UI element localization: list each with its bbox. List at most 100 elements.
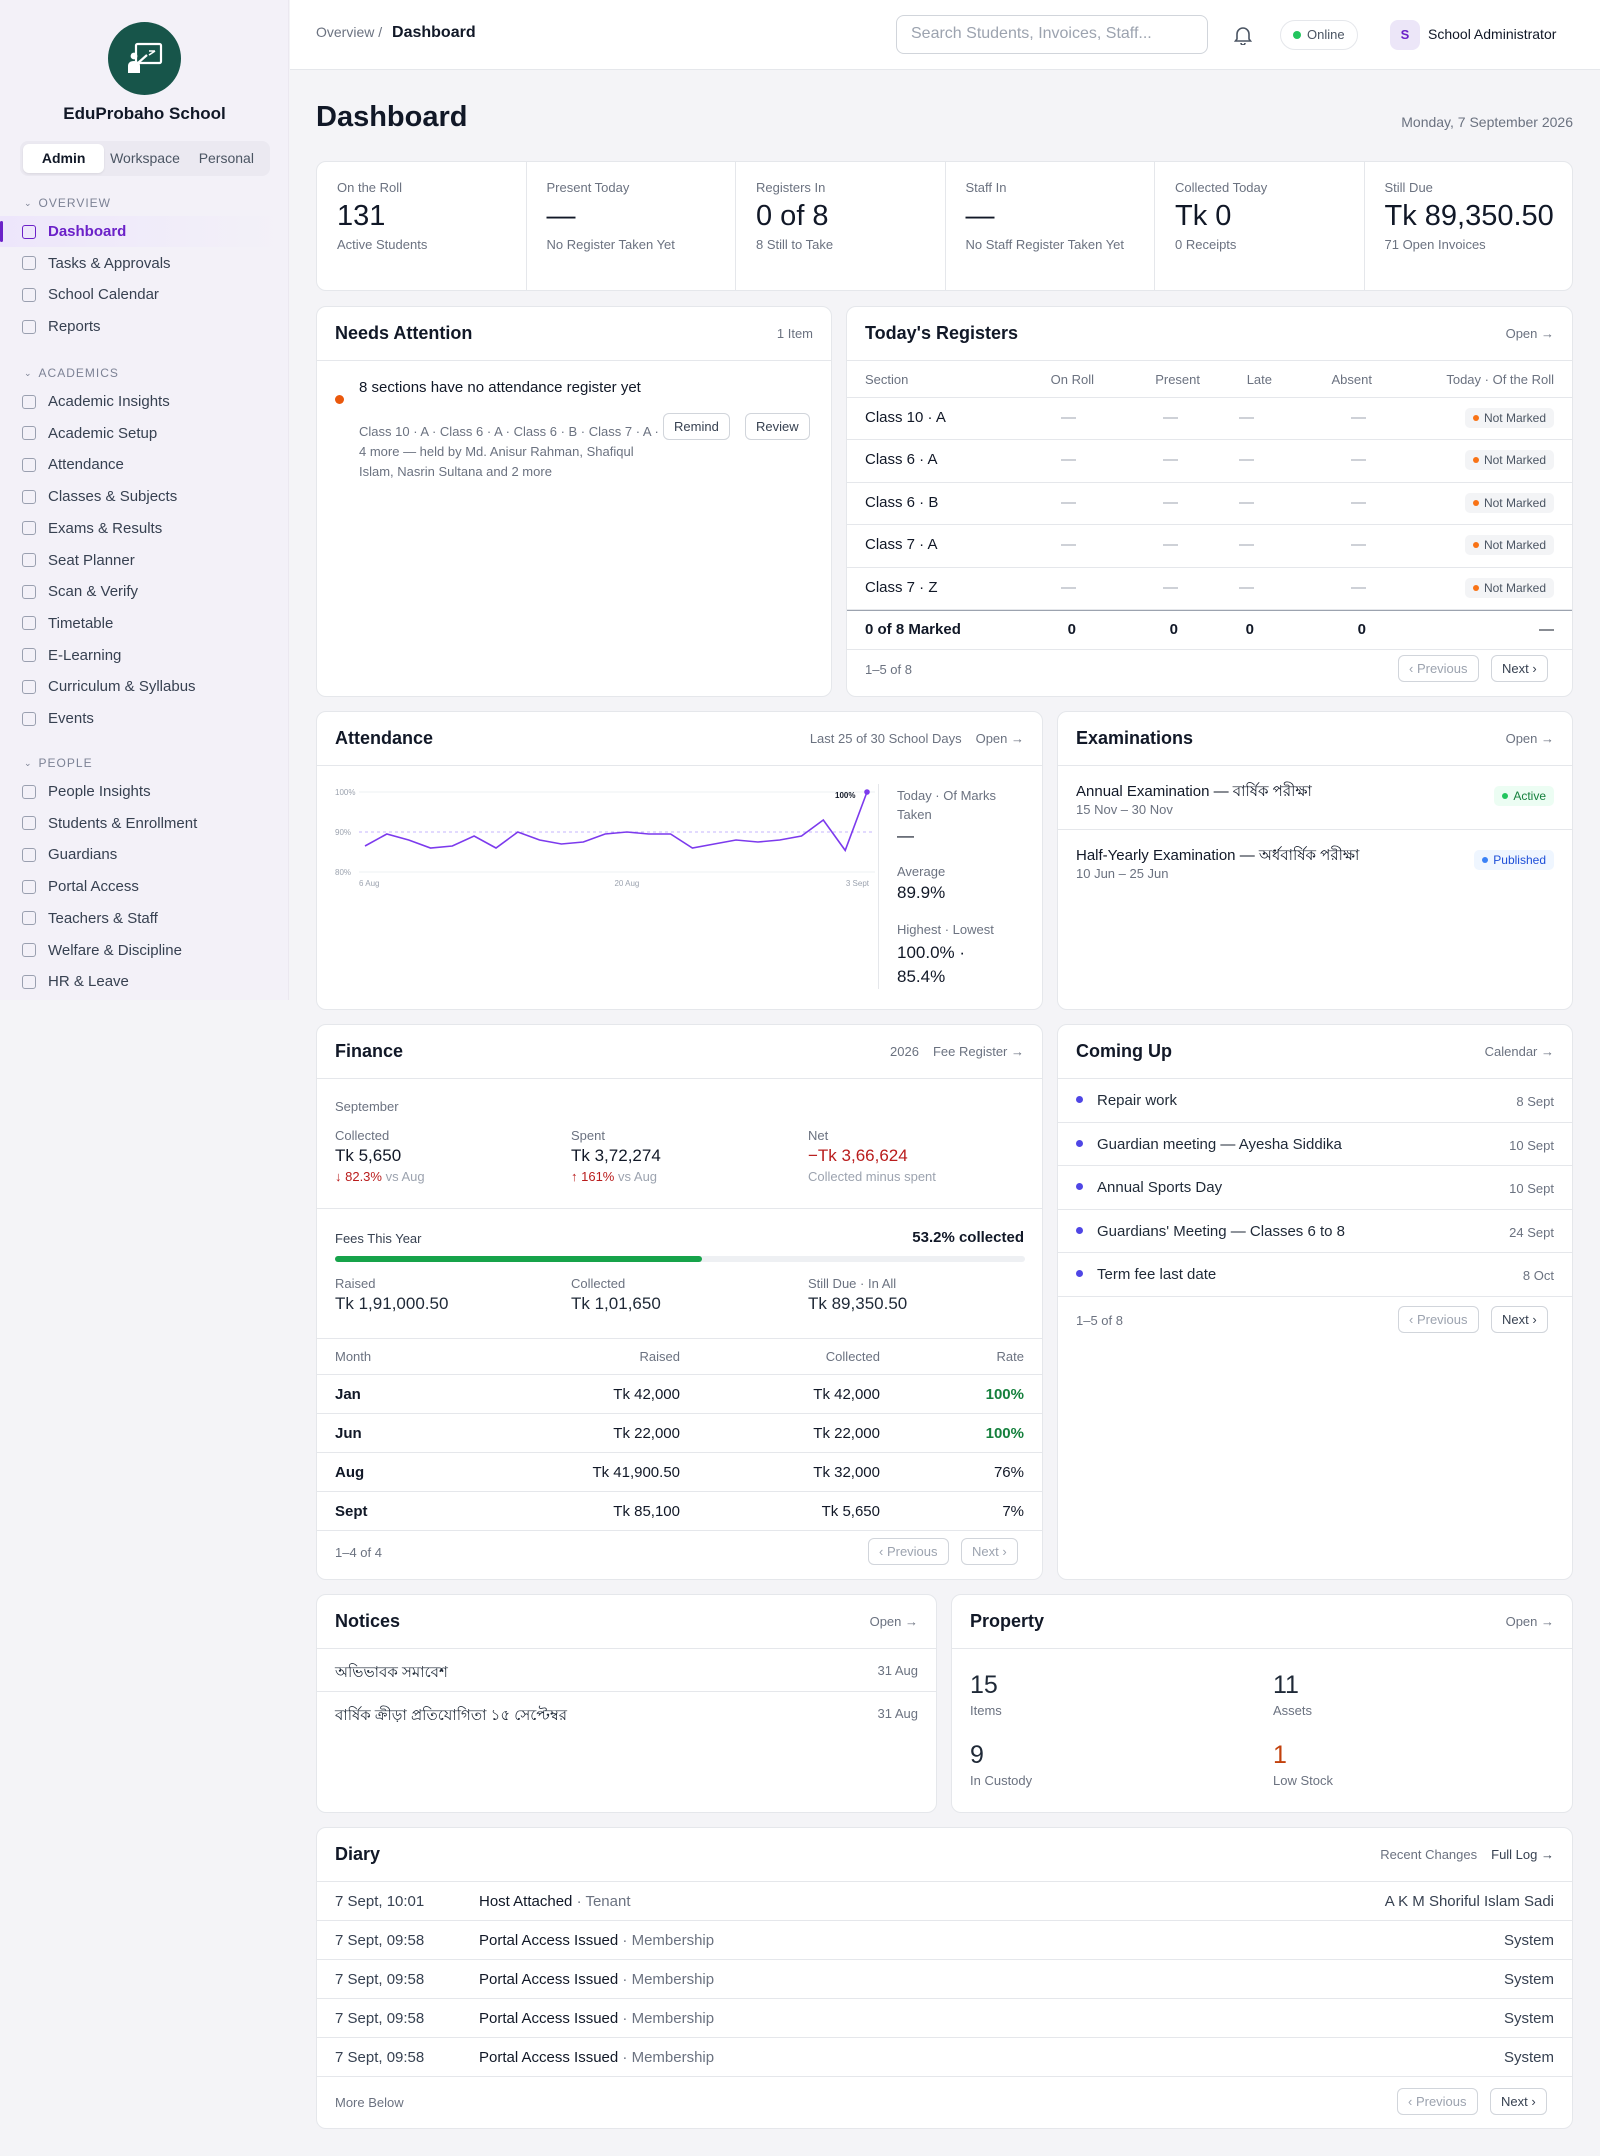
list-item[interactable]: Repair work 8 Sept [1058,1079,1572,1123]
sidebar-item-people-insights[interactable]: People Insights [0,776,280,807]
sidebar-item-academic-insights[interactable]: Academic Insights [0,386,280,417]
column-header: Today · Of the Roll [1446,372,1554,387]
registers-prev-button[interactable]: ‹ Previous [1398,655,1479,682]
mode-workspace[interactable]: Workspace [110,150,180,166]
notices-title: Notices [335,1611,401,1631]
chevron-down-icon[interactable]: ⌄ [24,197,33,208]
user-name[interactable]: School Administrator [1428,26,1557,42]
table-row[interactable]: Aug Tk 41,900.50 Tk 32,000 76% [317,1453,1042,1492]
sidebar-item-label: Timetable [48,614,114,632]
sidebar-item-label: Welfare & Discipline [48,941,182,959]
custody-label: In Custody [970,1773,1033,1788]
mode-personal[interactable]: Personal [198,150,254,166]
list-item[interactable]: Annual Sports Day 10 Sept [1058,1166,1572,1210]
exam-row[interactable]: Annual Examination — বার্ষিক পরীক্ষা 15 … [1058,766,1572,830]
collected-value: Tk 5,650 [335,1146,402,1165]
sidebar-item-seat-planner[interactable]: Seat Planner [0,545,280,576]
academic-setup-icon [22,426,36,441]
attendance-open-link[interactable]: Open → [975,731,1024,746]
registers-next-button[interactable]: Next › [1491,655,1548,682]
notice-row[interactable]: অভিভাবক সমাবেশ 31 Aug [317,1649,936,1692]
coming-up-next-button[interactable]: Next › [1491,1306,1548,1333]
diary-actor: A K M Shoriful Islam Sadi [1384,1893,1554,1910]
nav-section-academics: ⌄ ACADEMICS [24,366,119,380]
examinations-open-link[interactable]: Open → [1505,731,1554,746]
sidebar-item-students-enrollment[interactable]: Students & Enrollment [0,808,280,839]
chevron-down-icon[interactable]: ⌄ [24,367,33,378]
sidebar-item-e-learning[interactable]: E-Learning [0,640,280,671]
finance-card: Finance 2026 Fee Register → September Coll… [316,1024,1043,1580]
diary-row[interactable]: 7 Sept, 09:58 Portal Access Issued · Memb… [317,2038,1572,2077]
calendar-link[interactable]: Calendar → [1484,1044,1554,1059]
table-row[interactable]: Jan Tk 42,000 Tk 42,000 100% [317,1375,1042,1414]
sidebar-item-scan-verify[interactable]: Scan & Verify [0,576,280,607]
registers-total-row: 0 of 8 Marked 0 0 0 0 — [847,610,1572,650]
chevron-down-icon[interactable]: ⌄ [24,757,33,768]
sidebar-item-attendance[interactable]: Attendance [0,449,280,480]
fees-collected-value: Tk 1,01,650 [571,1294,661,1313]
sidebar-item-events[interactable]: Events [0,703,280,734]
fees-progress-track [335,1256,1025,1262]
cell-absent: — [1351,493,1366,511]
exam-row[interactable]: Half-Yearly Examination — অর্ধবার্ষিক পর… [1058,830,1572,894]
fee-register-link[interactable]: Fee Register → [932,1044,1024,1059]
kpi-label: Present Today [546,180,630,195]
diary-row[interactable]: 7 Sept, 09:58 Portal Access Issued · Memb… [317,1999,1572,2038]
sidebar-item-reports[interactable]: Reports [0,311,280,342]
raised-value: Tk 1,91,000.50 [335,1294,449,1313]
mode-admin[interactable]: Admin [23,144,105,173]
finance-prev-button[interactable]: ‹ Previous [868,1538,949,1565]
table-row[interactable]: Class 7 · A — — — — Not Marked [847,525,1572,568]
registers-open-link[interactable]: Open → [1505,326,1554,341]
diary-row[interactable]: 7 Sept, 10:01 Host Attached · Tenant A K M… [317,1882,1572,1921]
sidebar-item-portal-access[interactable]: Portal Access [0,871,280,902]
avatar[interactable]: S [1390,20,1420,50]
table-row[interactable]: Class 6 · B — — — — Not Marked [847,483,1572,526]
list-item[interactable]: Guardians' Meeting — Classes 6 to 8 24 Se… [1058,1210,1572,1253]
notice-row[interactable]: বার্ষিক ক্রীড়া প্রতিযোগিতা ১৫ সেপ্টেম্ব… [317,1692,936,1735]
finance-next-button[interactable]: Next › [961,1538,1018,1565]
search-input[interactable]: Search Students, Invoices, Staff... [896,15,1208,54]
attention-item-title: 8 sections have no attendance register y… [359,379,641,396]
diary-next-button[interactable]: Next › [1490,2088,1547,2115]
sidebar-item-teachers-staff[interactable]: Teachers & Staff [0,903,280,934]
property-open-link[interactable]: Open → [1505,1614,1554,1629]
list-item[interactable]: Guardian meeting — Ayesha Siddika 10 Sept [1058,1123,1572,1166]
sidebar-item-tasks-approvals[interactable]: Tasks & Approvals [0,248,280,279]
sidebar-item-curriculum-syllabus[interactable]: Curriculum & Syllabus [0,671,280,702]
bell-icon[interactable] [1234,25,1252,45]
remind-button[interactable]: Remind [663,413,730,440]
sidebar-item-academic-setup[interactable]: Academic Setup [0,418,280,449]
events-icon [22,711,36,726]
notices-open-link[interactable]: Open → [869,1614,918,1629]
sidebar-item-exams-results[interactable]: Exams & Results [0,513,280,544]
full-log-link[interactable]: Full Log → [1491,1847,1554,1862]
total-present: 0 [1169,621,1178,638]
breadcrumb-parent[interactable]: Overview [316,24,375,40]
classroom-icon [128,42,163,73]
sidebar-item-welfare-discipline[interactable]: Welfare & Discipline [0,935,280,966]
sidebar-item-timetable[interactable]: Timetable [0,608,280,639]
attendance-divider [878,784,879,989]
review-button[interactable]: Review [745,413,810,440]
sidebar-item-dashboard[interactable]: Dashboard [0,216,280,247]
table-row[interactable]: Jun Tk 22,000 Tk 22,000 100% [317,1414,1042,1453]
sidebar-item-classes-subjects[interactable]: Classes & Subjects [0,481,280,512]
sidebar-item-school-calendar[interactable]: School Calendar [0,279,280,310]
table-row[interactable]: Sept Tk 85,100 Tk 5,650 7% [317,1492,1042,1531]
cell-rate: 76% [993,1464,1024,1481]
diary-row[interactable]: 7 Sept, 09:58 Portal Access Issued · Memb… [317,1960,1572,1999]
kpi-sub: 8 Still to Take [756,237,834,252]
coming-up-prev-button[interactable]: ‹ Previous [1398,1306,1479,1333]
table-row[interactable]: Class 7 · Z — — — — Not Marked [847,568,1572,610]
diary-action: Portal Access Issued · Membership [479,1971,714,1988]
sidebar-item-hr-leave[interactable]: HR & Leave [0,966,280,997]
table-row[interactable]: Class 6 · A — — — — Not Marked [847,440,1572,483]
table-row[interactable]: Class 10 · A — — — — Not Marked [847,398,1572,441]
list-item[interactable]: Term fee last date 8 Oct [1058,1253,1572,1297]
diary-prev-button[interactable]: ‹ Previous [1397,2088,1478,2115]
sidebar-item-guardians[interactable]: Guardians [0,839,280,870]
sidebar-item-label: Scan & Verify [48,583,139,601]
kpi-label: Staff In [965,180,1007,195]
diary-row[interactable]: 7 Sept, 09:58 Portal Access Issued · Memb… [317,1921,1572,1960]
